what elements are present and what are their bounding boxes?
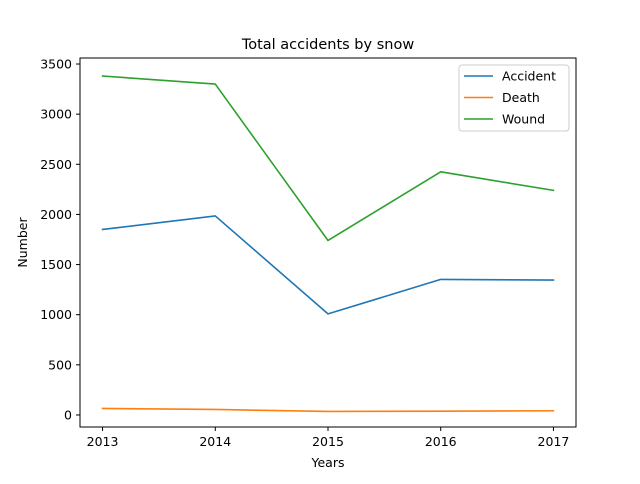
series-line-death [101,407,555,413]
legend-label-accident: Accident [502,69,556,84]
legend-frame [458,64,570,132]
x-tick-label: 2017 [538,434,570,449]
chart-title: Total accidents by snow [241,37,415,53]
series-line-wound [101,75,555,242]
y-tick-label: 1000 [40,307,72,322]
legend: Accident Death Wound [458,64,570,132]
series-layer [101,75,555,413]
x-tick-label: 2013 [87,434,119,449]
y-tick-label: 1500 [40,257,72,272]
x-axis-label: Years [311,455,345,470]
y-tick-label: 3500 [40,57,72,72]
y-tick-label: 3000 [40,107,72,122]
x-axis: 2013 2014 2015 2016 2017 [87,427,570,449]
y-axis: 0 500 1000 1500 2000 2500 3000 3500 [40,57,80,422]
y-tick-label: 2500 [40,157,72,172]
legend-label-death: Death [502,90,540,105]
y-tick-label: 0 [64,407,72,422]
x-tick-label: 2015 [312,434,344,449]
y-axis-label: Number [15,217,30,268]
series-line-accident [101,215,555,315]
y-tick-label: 500 [48,357,72,372]
legend-label-wound: Wound [502,112,545,127]
x-tick-label: 2014 [199,434,231,449]
y-tick-label: 2000 [40,207,72,222]
x-tick-label: 2016 [425,434,457,449]
